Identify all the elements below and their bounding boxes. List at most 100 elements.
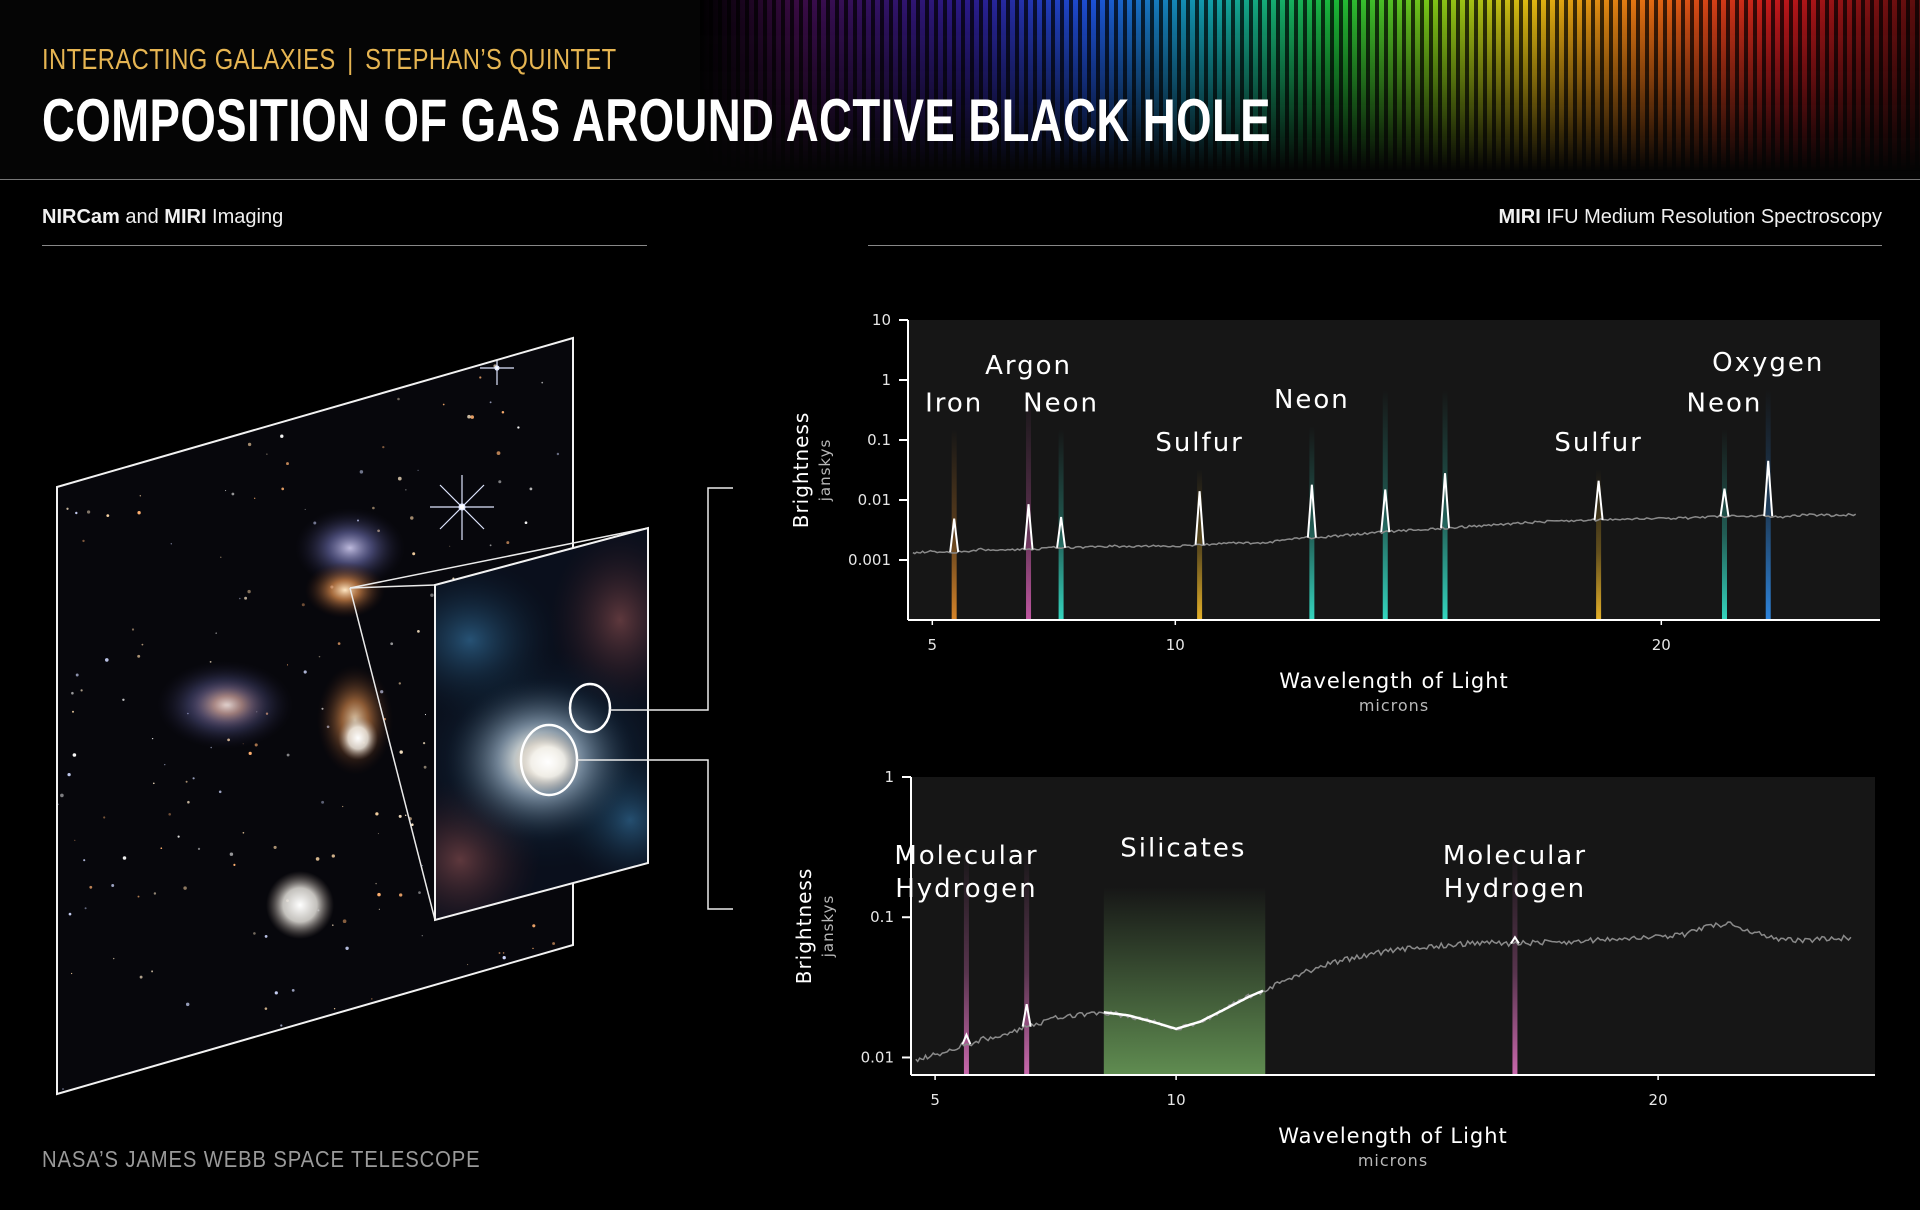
star — [318, 655, 321, 658]
star — [83, 859, 86, 862]
star — [248, 751, 252, 756]
title-conjunction: and — [119, 206, 165, 228]
emission-band-neon — [1309, 426, 1315, 620]
star — [529, 487, 533, 491]
emission-spectrum-svg: 10 1 0.1 0.01 0.001 5 10 20 Brightness janskys Wav… — [789, 311, 1880, 715]
star — [84, 907, 87, 910]
star — [301, 603, 305, 607]
star — [498, 952, 501, 954]
kicker-separator: | — [347, 44, 354, 76]
y-tick-label: 0.001 — [848, 551, 891, 569]
star — [377, 833, 379, 835]
star — [372, 506, 375, 510]
y-tick-label: 0.1 — [867, 431, 891, 449]
star — [70, 972, 73, 975]
star — [220, 431, 223, 434]
silicates-band — [1103, 887, 1266, 1075]
star — [80, 689, 83, 692]
footer-credit: NASA’S JAMES WEBB SPACE TELESCOPE — [42, 1146, 481, 1172]
instrument-miri-ifu: MIRI — [1498, 206, 1541, 228]
star — [499, 1086, 504, 1091]
star — [375, 812, 379, 816]
star — [256, 346, 259, 349]
star — [424, 1058, 428, 1062]
star — [304, 508, 306, 510]
element-label-oxygen: Oxygen — [1712, 348, 1824, 378]
star — [342, 919, 347, 924]
star — [268, 397, 271, 400]
emission-peak-oxygen — [1763, 460, 1774, 517]
star — [153, 892, 157, 895]
star — [390, 642, 394, 646]
star — [452, 1058, 455, 1060]
x-axis-unit: microns — [1358, 1151, 1428, 1170]
star — [432, 1001, 434, 1003]
star — [524, 521, 528, 525]
star — [381, 363, 384, 366]
element-label-sulfur: Sulfur — [1554, 428, 1643, 458]
star — [177, 835, 180, 838]
star — [121, 454, 123, 456]
zoom-connector — [349, 527, 649, 921]
imaging-section-title: NIRCam and MIRI Imaging — [42, 206, 283, 229]
star — [556, 452, 560, 456]
star — [254, 497, 256, 499]
star — [286, 664, 289, 666]
star — [423, 765, 427, 769]
star — [86, 510, 91, 514]
element-label-molecular_hydrogen: Hydrogen — [1444, 874, 1586, 904]
star — [421, 865, 423, 867]
x-axis-unit: microns — [1359, 696, 1429, 715]
star — [375, 882, 377, 885]
star — [332, 924, 334, 926]
star — [247, 589, 251, 594]
star — [286, 462, 289, 466]
star — [531, 338, 533, 340]
plot-area — [911, 777, 1875, 1075]
star — [397, 397, 400, 401]
star — [398, 682, 401, 685]
star — [111, 884, 115, 887]
star — [552, 942, 556, 945]
star — [506, 541, 510, 545]
header-band — [0, 0, 1920, 180]
star — [231, 492, 235, 496]
star — [467, 414, 471, 419]
element-label-argon: Argon — [985, 351, 1072, 381]
spectroscopy-section-rule — [868, 245, 1882, 246]
star — [422, 741, 426, 745]
star — [218, 790, 222, 794]
star — [106, 514, 110, 517]
emission-band-molecular_hydrogen — [963, 847, 969, 1075]
star — [244, 596, 248, 600]
star — [151, 970, 154, 973]
star — [82, 539, 85, 543]
x-tick-label: 5 — [928, 636, 938, 654]
star — [530, 1004, 535, 1009]
star — [519, 1051, 522, 1054]
kicker: INTERACTING GALAXIES | STEPHAN’S QUINTET — [42, 44, 617, 77]
star — [436, 1058, 440, 1062]
star — [378, 908, 380, 910]
galaxy-nucleus-active — [305, 562, 385, 618]
emission-band-molecular_hydrogen — [1024, 847, 1030, 1075]
star — [498, 480, 502, 484]
star — [427, 1009, 430, 1013]
star — [264, 1007, 268, 1010]
element-label-iron: Iron — [925, 388, 983, 418]
header-divider — [0, 179, 1920, 180]
star — [170, 543, 172, 545]
star — [286, 753, 290, 757]
star — [385, 1034, 387, 1036]
emission-peak-molecular_hydrogen — [1021, 1003, 1032, 1027]
zoomed-image — [434, 526, 649, 922]
star — [137, 654, 141, 658]
emission-peak-argon — [1023, 504, 1034, 550]
star — [466, 1000, 468, 1003]
star — [101, 380, 105, 384]
emission-peak-neon — [1056, 516, 1067, 548]
spectrum-line — [915, 921, 1852, 1063]
molecular-spectrum-chart: 1 0.1 0.01 5 10 20 Brightness janskys Wavelength… — [760, 760, 1900, 1180]
star — [397, 476, 402, 481]
star — [75, 511, 78, 515]
